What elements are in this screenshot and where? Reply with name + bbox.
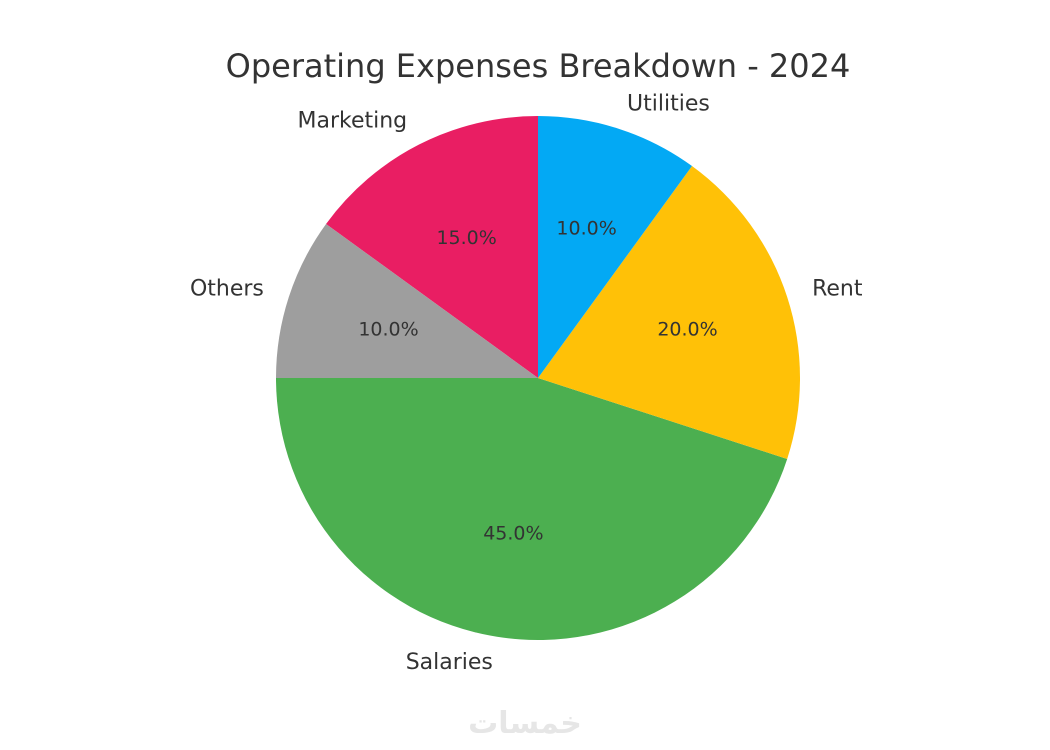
pie-slices <box>276 116 800 640</box>
pie-slice-salaries <box>276 378 788 640</box>
pie-slice-others <box>276 224 538 378</box>
pct-label-rent: 20.0% <box>657 318 717 340</box>
pct-label-marketing: 15.0% <box>436 227 496 249</box>
pie-slice-rent <box>538 166 800 459</box>
chart-title: Operating Expenses Breakdown - 2024 <box>226 47 851 85</box>
pct-label-utilities: 10.0% <box>556 217 616 239</box>
category-label-rent: Rent <box>812 276 863 301</box>
pct-label-salaries: 45.0% <box>483 522 543 544</box>
category-label-salaries: Salaries <box>406 650 493 675</box>
percentage-labels: 15.0% 10.0% 45.0% 20.0% 10.0% <box>358 217 717 544</box>
pct-label-others: 10.0% <box>358 318 418 340</box>
category-label-others: Others <box>190 276 264 301</box>
watermark-logo: خمسات <box>468 706 582 741</box>
pie-slice-utilities <box>538 116 692 378</box>
category-label-utilities: Utilities <box>627 91 710 116</box>
category-label-marketing: Marketing <box>298 109 408 134</box>
pie-slice-marketing <box>326 116 538 378</box>
category-labels: Marketing Others Salaries Rent Utilities <box>190 91 863 675</box>
